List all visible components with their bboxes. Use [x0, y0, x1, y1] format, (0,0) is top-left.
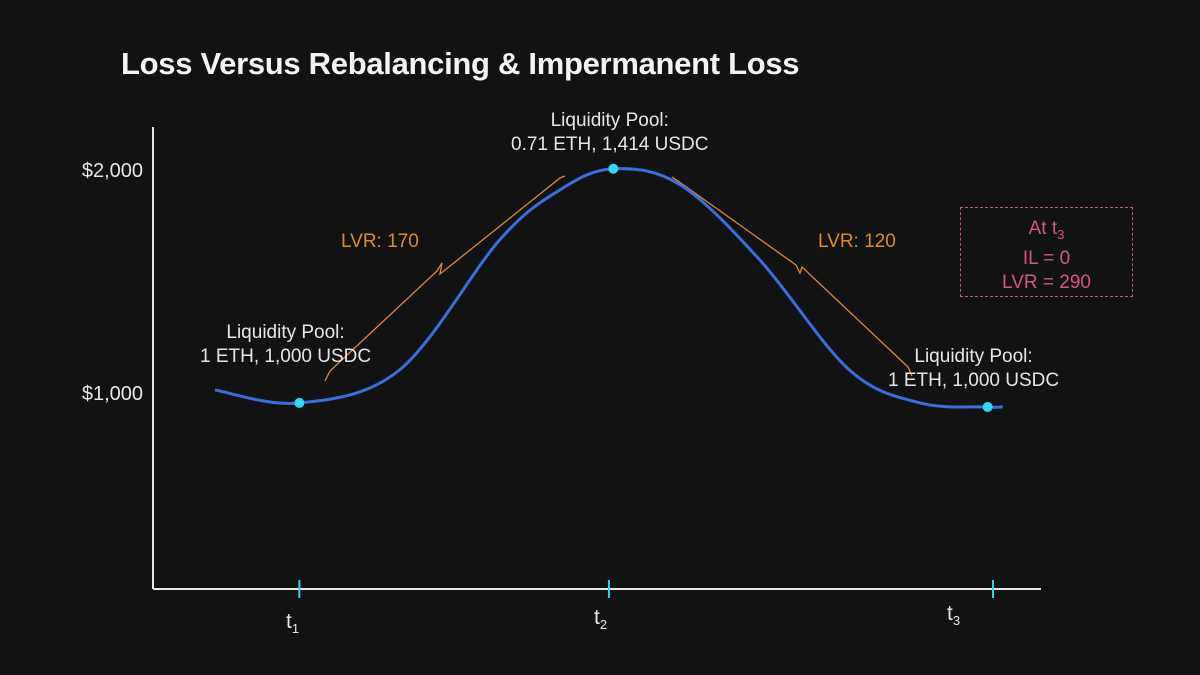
pool-label-t3: Liquidity Pool: 1 ETH, 1,000 USDC: [888, 346, 1060, 391]
lvr-up-bracket: [324, 175, 566, 382]
lvr-up-label: LVR: 170: [341, 231, 419, 252]
data-point-marker-3: [982, 401, 993, 412]
y-tick-label-2000: $2,000: [81, 160, 143, 182]
chart-title: Loss Versus Rebalancing & Impermanent Lo…: [121, 46, 800, 81]
summary-note-box: At t3 IL = 0 LVR = 290: [960, 207, 1133, 297]
x-tick-label-t1: t1: [286, 610, 300, 636]
data-point-marker-2: [608, 163, 619, 174]
y-tick-label-1000: $1,000: [81, 383, 143, 405]
lvr-down-label: LVR: 120: [818, 231, 896, 252]
pool-label-t2: Liquidity Pool: 0.71 ETH, 1,414 USDC: [511, 110, 709, 155]
data-point-marker-1: [294, 397, 305, 408]
price-curve: [214, 167, 1003, 409]
x-tick-label-t2: t2: [594, 606, 608, 632]
lvr-down-bracket: [671, 176, 913, 377]
x-tick-label-t3: t3: [947, 602, 961, 628]
pool-label-t1: Liquidity Pool: 1 ETH, 1,000 USDC: [200, 322, 372, 367]
